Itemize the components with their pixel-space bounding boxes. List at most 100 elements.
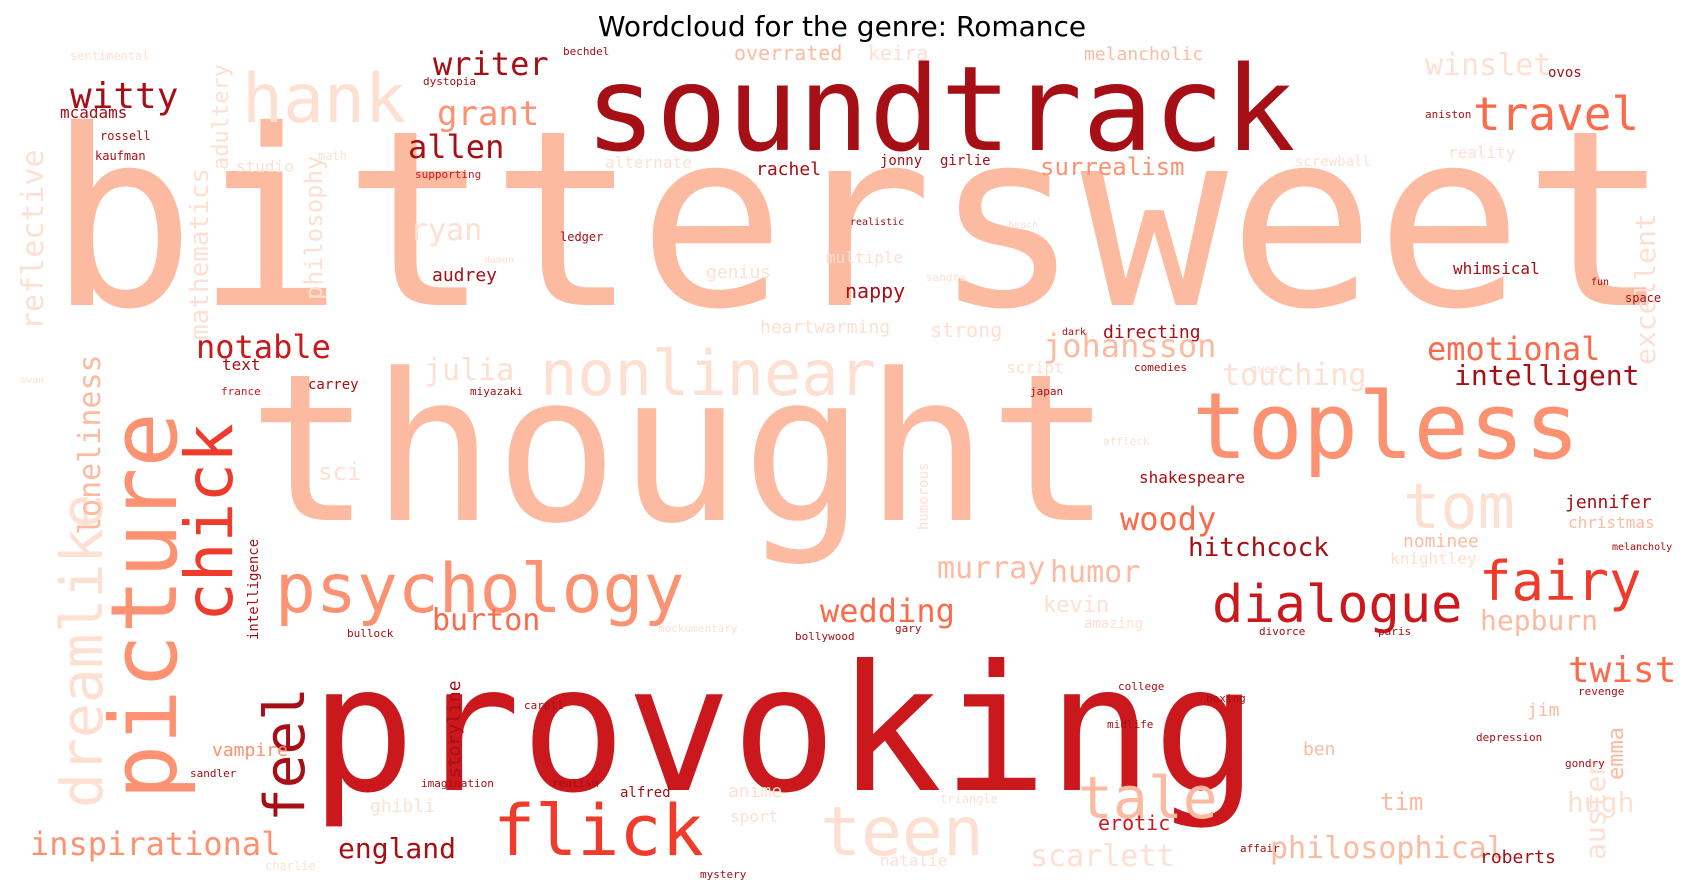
- word-mathematics: mathematics: [185, 168, 215, 340]
- word-triangle: triangle: [940, 792, 998, 806]
- word-midlife: midlife: [1107, 718, 1153, 731]
- word-carell: carell: [524, 699, 564, 712]
- word-twist: twist: [1568, 650, 1676, 691]
- word-emotional: emotional: [1427, 330, 1600, 368]
- word-travel: travel: [1473, 87, 1639, 141]
- word-heartwarming: heartwarming: [760, 317, 890, 338]
- word-realistic: realistic: [850, 217, 904, 228]
- word-touching: touching: [1222, 358, 1367, 393]
- word-studio: studio: [236, 157, 294, 176]
- word-knightley: knightley: [1390, 549, 1477, 568]
- word-grant: grant: [437, 94, 539, 134]
- word-ledger: ledger: [560, 230, 603, 244]
- word-bollywood: bollywood: [795, 630, 855, 643]
- word-mockumentary: mockumentary: [658, 622, 738, 635]
- word-divorce: divorce: [1259, 625, 1305, 638]
- word-tale: tale: [1078, 764, 1218, 832]
- word-ovos: ovos: [1548, 65, 1582, 81]
- word-multiple: multiple: [826, 248, 903, 267]
- word-imagination: imagination: [421, 777, 494, 790]
- word-julia: julia: [424, 353, 514, 388]
- word-austen: austen: [1579, 759, 1612, 860]
- word-reality: reality: [1448, 143, 1516, 162]
- word-overrated: overrated: [734, 41, 842, 65]
- word-bechdel: bechdel: [563, 45, 609, 58]
- word-johansson: johansson: [1043, 327, 1216, 365]
- word-paris: paris: [1378, 625, 1411, 638]
- word-affleck: affleck: [1103, 435, 1150, 448]
- word-directing: directing: [1103, 322, 1201, 343]
- word-whimsical: whimsical: [1453, 259, 1540, 278]
- word-strong: strong: [930, 318, 1002, 342]
- word-gondry: gondry: [1565, 757, 1605, 770]
- word-storyline: storyline: [444, 680, 465, 778]
- word-intelligent: intelligent: [1454, 359, 1639, 392]
- word-dreamlike: dreamlike: [48, 494, 116, 808]
- word-bittersweet: bittersweet: [48, 78, 1671, 363]
- word-damon: damon: [484, 255, 514, 266]
- word-melancholy: melancholy: [1612, 542, 1672, 553]
- word-thought: thought: [248, 331, 1112, 569]
- word-ryan: ryan: [410, 213, 482, 248]
- word-boxing: boxing: [1206, 692, 1246, 705]
- word-murray: murray: [937, 551, 1045, 586]
- word-inspirational: inspirational: [30, 825, 280, 863]
- word-sandler: sandler: [190, 767, 237, 780]
- word-surrealism: surrealism: [1040, 153, 1185, 181]
- word-england: england: [338, 832, 456, 865]
- word-japan: japan: [1030, 385, 1063, 398]
- word-miyazaki: miyazaki: [470, 385, 523, 398]
- word-jim: jim: [1527, 700, 1560, 721]
- word-keira: keira: [868, 41, 928, 65]
- word-mcadams: mcadams: [60, 103, 127, 122]
- word-script: script: [1006, 358, 1064, 377]
- word-chick: chick: [171, 423, 248, 622]
- word-space: space: [1625, 291, 1661, 305]
- word-alternate: alternate: [605, 153, 692, 172]
- word-nappy: nappy: [845, 279, 905, 303]
- word-intelligence: intelligence: [246, 539, 262, 640]
- word-fun: fun: [1591, 277, 1609, 288]
- word-reflective: reflective: [16, 149, 51, 330]
- word-flick: flick: [493, 790, 704, 872]
- word-witty: witty: [70, 76, 178, 117]
- word-writer: writer: [433, 45, 549, 83]
- word-comedies: comedies: [1134, 361, 1187, 374]
- word-sci: sci: [318, 458, 361, 486]
- word-mystery: mystery: [700, 868, 747, 881]
- word-hugh: hugh: [1567, 786, 1634, 819]
- word-scarlett: scarlett: [1030, 839, 1175, 874]
- word-charlie: charlie: [265, 859, 316, 873]
- word-depression: depression: [1476, 731, 1542, 744]
- word-psychology: psychology: [275, 550, 684, 629]
- word-revenge: revenge: [1578, 685, 1624, 698]
- word-excellent: excellent: [1629, 213, 1662, 365]
- word-rachel: rachel: [756, 159, 821, 180]
- word-jonny: jonny: [880, 153, 922, 169]
- word-text: text: [222, 355, 261, 374]
- word-teen: teen: [820, 793, 984, 872]
- word-humorous: humorous: [916, 463, 932, 530]
- word-queer: queer: [1250, 362, 1286, 376]
- word-remake: remake: [1617, 542, 1653, 553]
- word-genius: genius: [706, 262, 771, 283]
- word-alfred: alfred: [620, 785, 671, 801]
- word-philosophical: philosophical: [1270, 831, 1505, 866]
- word-rossell: rossell: [100, 129, 151, 143]
- word-erotic: erotic: [1098, 811, 1170, 835]
- word-natalie: natalie: [880, 851, 947, 870]
- word-christmas: christmas: [1568, 513, 1655, 532]
- word-hitchcock: hitchcock: [1188, 533, 1329, 563]
- word-soundtrack: soundtrack: [585, 40, 1295, 178]
- word-roberts: roberts: [1480, 847, 1556, 868]
- word-adultery: adultery: [209, 64, 234, 170]
- word-hepburn: hepburn: [1480, 604, 1598, 637]
- word-gary: gary: [895, 622, 922, 635]
- word-kaufman: kaufman: [95, 149, 146, 163]
- word-emma: emma: [1604, 727, 1629, 780]
- word-vampire: vampire: [212, 740, 288, 761]
- word-nonlinear: nonlinear: [540, 337, 876, 410]
- word-france: france: [221, 385, 261, 398]
- word-carrey: carrey: [308, 377, 359, 393]
